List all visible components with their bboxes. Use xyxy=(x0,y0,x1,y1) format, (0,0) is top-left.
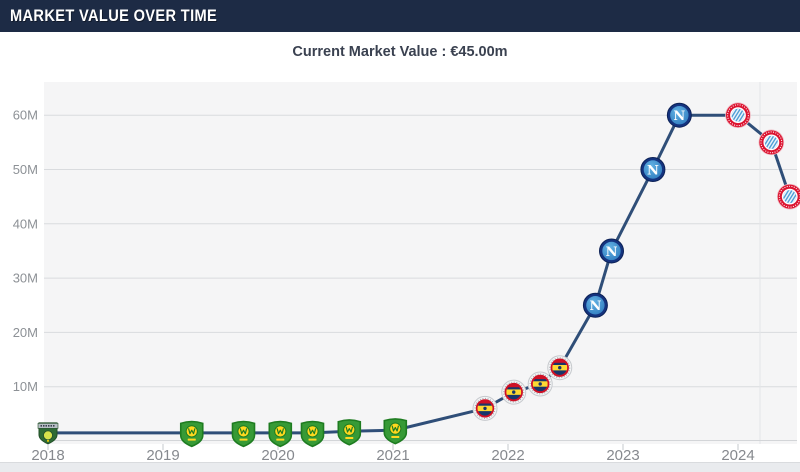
y-tick-label: 50M xyxy=(13,162,38,177)
y-tick-label: 40M xyxy=(13,216,38,231)
napoli-badge-icon[interactable]: N xyxy=(599,238,624,264)
y-tick-label: 10M xyxy=(13,379,38,394)
svg-text:N: N xyxy=(647,163,659,178)
x-tick-label: 2020 xyxy=(261,447,294,464)
x-tick-label: 2018 xyxy=(31,447,64,464)
x-axis-labels: 2018 2019 2020 2021 2022 2023 2024 xyxy=(31,444,755,464)
svg-text:N: N xyxy=(673,109,685,124)
napoli-badge-icon[interactable]: N xyxy=(666,102,692,128)
bayern-munich-badge-icon[interactable] xyxy=(725,102,751,128)
x-tick-label: 2024 xyxy=(721,447,754,464)
page-title: MARKET VALUE OVER TIME xyxy=(10,6,218,25)
beijing-guoan-badge-icon[interactable] xyxy=(179,420,204,448)
bayern-munich-badge-icon[interactable] xyxy=(776,183,800,210)
fenerbahce-badge-icon[interactable] xyxy=(501,379,527,405)
svg-text:N: N xyxy=(606,245,618,260)
fenerbahce-badge-icon[interactable] xyxy=(527,371,553,397)
fenerbahce-badge-icon[interactable] xyxy=(547,355,573,381)
current-market-value: Current Market Value : €45.00m xyxy=(0,44,800,60)
x-tick-label: 2019 xyxy=(146,447,179,464)
header-bar: MARKET VALUE OVER TIME xyxy=(0,0,800,32)
x-tick-label: 2022 xyxy=(491,447,524,464)
y-tick-label: 20M xyxy=(13,325,38,340)
current-market-value-amount: €45.00m xyxy=(450,44,508,60)
plot-area xyxy=(44,82,797,444)
y-axis-labels: 10M 20M 30M 40M 50M 60M xyxy=(13,108,38,395)
data-points: N N N N xyxy=(37,102,800,448)
beijing-guoan-badge-icon[interactable] xyxy=(268,420,293,448)
grid xyxy=(44,82,797,444)
footer-strip xyxy=(0,462,800,472)
current-market-value-label: Current Market Value : xyxy=(292,44,447,60)
svg-text:N: N xyxy=(589,299,601,314)
napoli-badge-icon[interactable]: N xyxy=(640,157,666,182)
x-tick-label: 2021 xyxy=(376,447,409,464)
beijing-guoan-badge-icon[interactable] xyxy=(231,420,256,448)
y-tick-label: 60M xyxy=(13,108,38,123)
beijing-guoan-badge-icon[interactable] xyxy=(383,418,408,445)
fenerbahce-badge-icon[interactable] xyxy=(472,395,498,421)
x-tick-label: 2023 xyxy=(606,447,639,464)
bayern-munich-badge-icon[interactable] xyxy=(758,129,785,156)
beijing-guoan-badge-icon[interactable] xyxy=(337,419,362,446)
napoli-badge-icon[interactable]: N xyxy=(582,292,608,318)
beijing-guoan-badge-icon[interactable] xyxy=(300,420,325,448)
jeonbuk-badge-icon[interactable] xyxy=(37,422,59,445)
y-tick-label: 30M xyxy=(13,271,38,286)
